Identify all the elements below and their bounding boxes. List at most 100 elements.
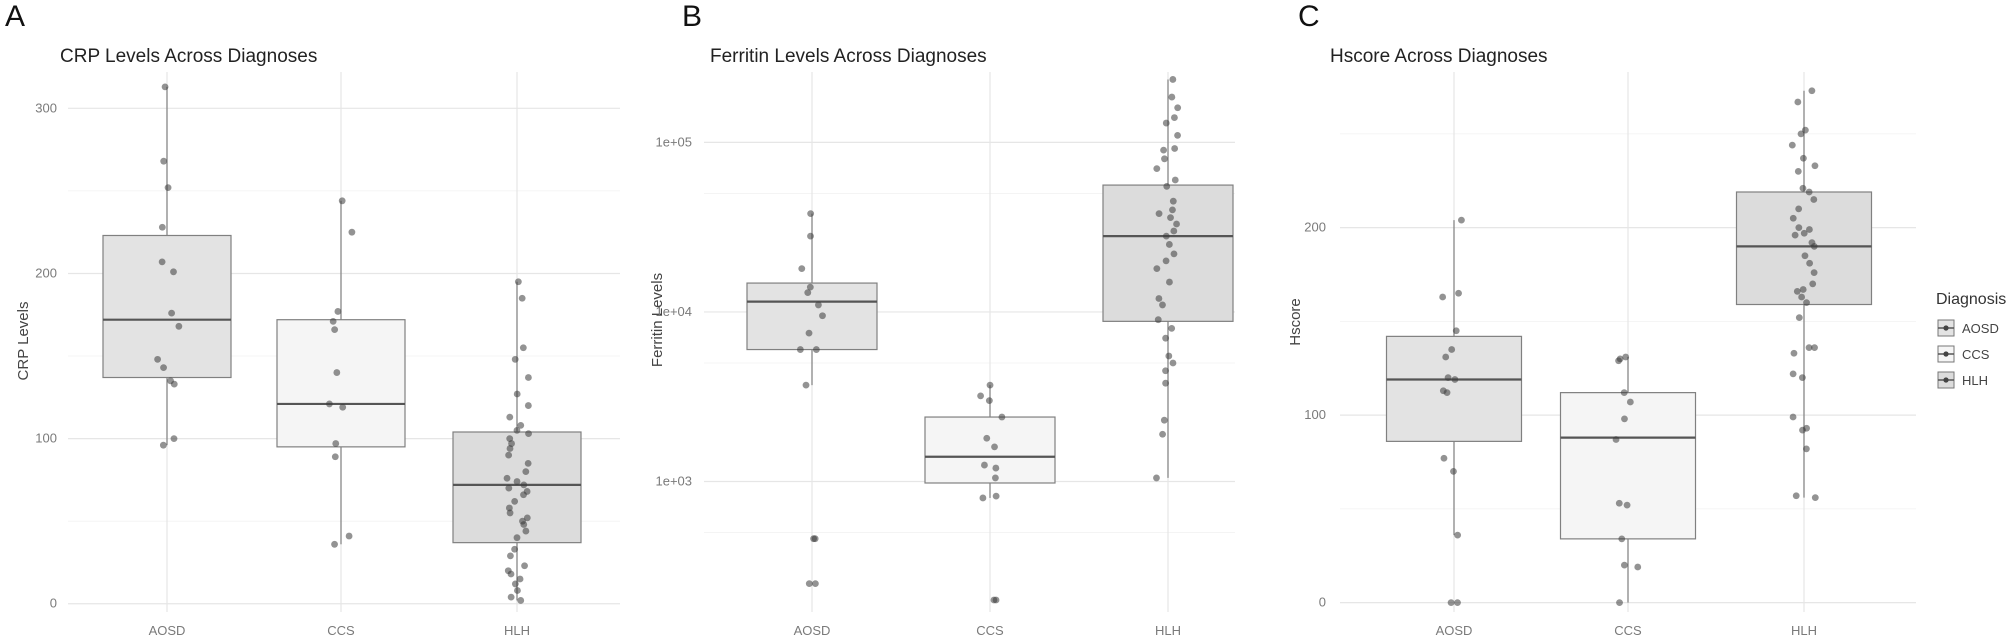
panel-a-y-tick-label: 200 (35, 265, 57, 280)
panel-b-data-point (807, 232, 814, 240)
panel-c-data-point (1800, 229, 1808, 237)
panel-c-y-axis-label: Hscore (1287, 298, 1304, 346)
panel-c-data-point (1790, 349, 1798, 357)
panel-a-data-point (506, 509, 514, 517)
panel-a-data-point (334, 308, 342, 315)
panel-b-data-point (992, 596, 1000, 604)
panel-a-data-point (513, 390, 521, 398)
panel-c-data-point (1439, 293, 1447, 301)
panel-b-data-point (1155, 210, 1163, 218)
panel-c-data-point (1809, 280, 1817, 288)
panel-a-y-tick-label: 300 (35, 100, 57, 115)
panel-c-data-point (1791, 231, 1799, 239)
panel-a-data-point (511, 545, 519, 553)
panel-a-data-point (505, 504, 513, 512)
legend-label: HLH (1962, 373, 1988, 388)
legend-item-ccs: CCS (1937, 345, 1990, 363)
panel-b-data-point (819, 312, 826, 320)
panel-a-x-tick-labels: AOSD CCS HLH (149, 623, 530, 638)
panel-a-data-point (517, 421, 525, 429)
panel-a-data-point (333, 369, 341, 376)
panel-c-y-tick-label: 0 (1319, 595, 1326, 610)
panel-c-letter: C (1298, 0, 1320, 33)
panel-b-data-point (796, 346, 804, 353)
panel-b-data-point (806, 283, 814, 291)
panel-b-data-point (802, 381, 810, 389)
panel-b-data-point (1174, 104, 1182, 112)
panel-c-data-point (1455, 289, 1462, 297)
panel-a-box-ccs (276, 319, 406, 448)
panel-c-data-point (1801, 126, 1809, 134)
panel-a-data-point (331, 540, 338, 548)
panel-c-x-tick-labels: AOSD CCS HLH (1436, 623, 1817, 638)
panel-b-data-point (991, 474, 999, 482)
panel-c-points (1439, 87, 1819, 607)
panel-b-y-axis-label: Ferritin Levels (649, 273, 666, 367)
panel-b-data-point (1167, 214, 1174, 222)
panel-a-data-point (504, 567, 512, 575)
panel-b-data-point (1169, 359, 1177, 367)
panel-b-points (796, 76, 1182, 604)
panel-a-title: CRP Levels Across Diagnoses (60, 46, 317, 67)
panel-a-box-hlh (452, 431, 582, 544)
panel-b-data-point (1168, 93, 1176, 101)
panel-b-data-point (1162, 257, 1170, 265)
panel-b-data-point (1153, 265, 1161, 273)
panel-a-data-point (506, 435, 514, 443)
panel-c-data-point (1622, 353, 1630, 361)
panel-a-box-aosd (102, 234, 232, 379)
legend-title: Diagnosis (1936, 291, 2006, 308)
panel-b-x-tick-label: HLH (1155, 623, 1181, 638)
panel-c-data-point (1452, 327, 1460, 335)
panel-c-box-hlh (1735, 191, 1873, 306)
panel-a-data-point (175, 322, 183, 330)
panel-c-data-point (1798, 293, 1806, 301)
panel-a-data-point (158, 258, 166, 266)
panel-b-data-point (1162, 119, 1170, 127)
panel-b-data-point (815, 301, 822, 309)
panel-b-data-point (979, 494, 987, 502)
panel-b-data-point (983, 434, 991, 442)
panel-c-data-point (1806, 259, 1814, 267)
panel-c-data-point (1811, 494, 1819, 502)
panel-a-data-point (348, 228, 356, 236)
legend-label: CCS (1962, 347, 1990, 362)
panel-c-data-point (1801, 252, 1809, 260)
panel-a-data-point (516, 575, 524, 583)
panel-b-data-point (1174, 131, 1181, 139)
panel-b-data-point (992, 464, 1000, 472)
panel-b-data-point (992, 492, 1000, 500)
panel-c-data-point (1811, 162, 1819, 170)
panel-c-x-tick-label: AOSD (1436, 623, 1473, 638)
panel-a-data-point (345, 532, 353, 540)
panel-c-x-tick-label: HLH (1791, 623, 1817, 638)
panel-c-y-tick-label: 100 (1304, 407, 1326, 422)
panel-c-data-point (1618, 535, 1626, 543)
panel-c-data-point (1803, 424, 1810, 432)
panel-b-data-point (1162, 232, 1170, 240)
panel-b-x-tick-labels: AOSD CCS HLH (794, 623, 1181, 638)
panel-a-x-tick-label: HLH (504, 623, 530, 638)
panel-c-data-point (1450, 467, 1457, 475)
panel-b-data-point (1159, 301, 1166, 309)
panel-a-y-tick-label: 100 (35, 431, 57, 446)
legend-key-point (1943, 325, 1949, 331)
panel-b-data-point (1169, 76, 1177, 83)
panel-b-title: Ferritin Levels Across Diagnoses (710, 46, 987, 67)
panel-b-letter: B (682, 0, 702, 33)
panel-b-data-point (1162, 379, 1170, 387)
panel-a-data-point (524, 459, 532, 467)
panel-a-data-point (506, 413, 514, 421)
panel-c-data-point (1612, 436, 1620, 443)
panel-b-data-point (812, 346, 820, 353)
panel-a-data-point (525, 430, 532, 438)
panel-c-data-point (1793, 287, 1801, 295)
panel-c-data-point (1805, 188, 1813, 196)
panel-a-data-point (517, 597, 525, 604)
panel-a-x-tick-label: AOSD (149, 623, 186, 638)
panel-b-data-point (998, 413, 1006, 421)
panel-c-data-point (1634, 563, 1642, 571)
panel-b-data-point (1168, 324, 1176, 332)
panel-b-y-tick-label: 1e+04 (655, 304, 692, 319)
panel-c-data-point (1620, 389, 1628, 397)
